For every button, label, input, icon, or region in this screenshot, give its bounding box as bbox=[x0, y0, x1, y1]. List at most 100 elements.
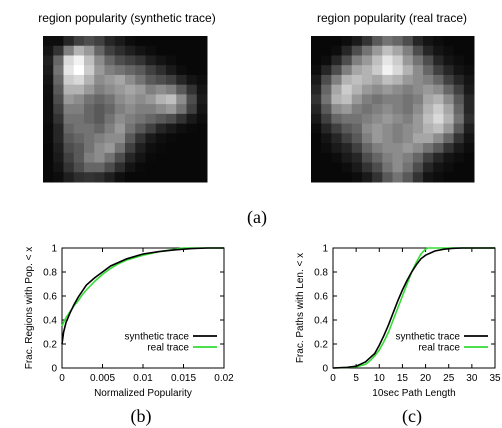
heatmap-cell bbox=[186, 133, 198, 144]
heatmap-cell bbox=[321, 45, 332, 56]
heatmap-cell bbox=[382, 94, 393, 105]
heatmap-cell bbox=[166, 94, 177, 105]
heatmap-real bbox=[311, 36, 475, 183]
heatmap-cell bbox=[73, 172, 85, 183]
heatmap-cell bbox=[176, 45, 187, 56]
heatmap-cell bbox=[155, 45, 167, 56]
heatmap-cell bbox=[145, 152, 157, 164]
heatmap-cell bbox=[196, 55, 208, 66]
heatmap-cell bbox=[392, 113, 404, 125]
x-tick-label: 0 bbox=[330, 373, 336, 384]
heatmap-cell bbox=[361, 152, 373, 164]
heatmap-cell bbox=[321, 143, 332, 154]
heatmap-cell bbox=[423, 152, 434, 164]
heatmap-cell bbox=[433, 84, 444, 95]
legend-label: real trace bbox=[418, 343, 460, 354]
heatmap-cell bbox=[311, 45, 322, 56]
heatmap-cell bbox=[155, 55, 167, 66]
heatmap-cell bbox=[63, 36, 75, 47]
heatmap-cell bbox=[372, 84, 383, 95]
heatmap-cell bbox=[402, 143, 414, 154]
heatmap-cell bbox=[412, 45, 424, 56]
heatmap-cell bbox=[453, 74, 465, 86]
heatmap-cell bbox=[73, 162, 85, 173]
heatmap-cell bbox=[351, 36, 363, 47]
heatmap-cell bbox=[166, 74, 177, 86]
heatmap-cell bbox=[372, 55, 383, 66]
heatmap-cell bbox=[186, 162, 198, 173]
heatmap-cell bbox=[43, 104, 54, 115]
heatmap-cell bbox=[463, 65, 475, 76]
heatmap-cell bbox=[351, 113, 363, 125]
heatmap-cell bbox=[176, 172, 187, 183]
heatmap-cell bbox=[73, 123, 85, 134]
heatmap-cell bbox=[463, 123, 475, 134]
heatmap-cell bbox=[84, 123, 95, 134]
heatmap-cell bbox=[166, 162, 177, 173]
heatmap-cell bbox=[392, 133, 404, 144]
heatmap-cell bbox=[94, 65, 105, 76]
heatmap-cell bbox=[43, 172, 54, 183]
heatmap-cell bbox=[63, 84, 75, 95]
heatmap-cell bbox=[412, 104, 424, 115]
heatmap-cell bbox=[176, 113, 187, 125]
heatmap-cell bbox=[114, 133, 126, 144]
heatmap-cell bbox=[321, 84, 332, 95]
heatmap-cell bbox=[423, 94, 434, 105]
heatmap-cell bbox=[382, 152, 393, 164]
heatmap-cell bbox=[372, 162, 383, 173]
heatmap-cell bbox=[463, 152, 475, 164]
heatmap-cell bbox=[443, 123, 455, 134]
heatmap-cell bbox=[463, 162, 475, 173]
heatmap-title-real: region popularity (real trace) bbox=[317, 11, 467, 25]
heatmap-cell bbox=[402, 74, 414, 86]
heatmap-cell bbox=[331, 143, 343, 154]
heatmap-cell bbox=[104, 36, 116, 47]
heatmap-cell bbox=[463, 74, 475, 86]
heatmap-cell bbox=[463, 113, 475, 125]
heatmap-cell bbox=[104, 55, 116, 66]
heatmap-cell bbox=[53, 55, 64, 66]
y-tick-label: 0 bbox=[322, 364, 328, 375]
heatmap-cell bbox=[73, 84, 85, 95]
heatmap-cell bbox=[43, 123, 54, 134]
heatmap-cell bbox=[351, 172, 363, 183]
heatmap-cell bbox=[321, 94, 332, 105]
heatmap-cell bbox=[94, 84, 105, 95]
heatmap-cell bbox=[311, 36, 322, 47]
heatmap-cell bbox=[341, 152, 353, 164]
heatmap-cell bbox=[412, 55, 424, 66]
heatmap-cell bbox=[361, 143, 373, 154]
heatmap-cell bbox=[341, 133, 353, 144]
heatmap-cell bbox=[176, 123, 187, 134]
heatmap-cell bbox=[423, 65, 434, 76]
y-tick-label: 0.6 bbox=[314, 292, 328, 303]
heatmap-cell bbox=[73, 65, 85, 76]
heatmap-cell bbox=[463, 55, 475, 66]
heatmap-cell bbox=[311, 74, 322, 86]
heatmap-cell bbox=[361, 133, 373, 144]
heatmap-cell bbox=[186, 104, 198, 115]
heatmap-cell bbox=[63, 143, 75, 154]
heatmap-cell bbox=[341, 74, 353, 86]
heatmap-cell bbox=[423, 45, 434, 56]
heatmap-cell bbox=[155, 143, 167, 154]
heatmap-cell bbox=[351, 143, 363, 154]
heatmap-cell bbox=[196, 133, 208, 144]
heatmap-cell bbox=[53, 104, 64, 115]
heatmap-cell bbox=[331, 123, 343, 134]
heatmap-cell bbox=[453, 65, 465, 76]
heatmap-cell bbox=[135, 36, 146, 47]
heatmap-cell bbox=[94, 143, 105, 154]
heatmap-cell bbox=[341, 84, 353, 95]
heatmap-cell bbox=[412, 36, 424, 47]
heatmap-cell bbox=[84, 162, 95, 173]
heatmap-cell bbox=[155, 133, 167, 144]
heatmap-cell bbox=[463, 45, 475, 56]
heatmap-cell bbox=[443, 113, 455, 125]
heatmap-cell bbox=[341, 65, 353, 76]
heatmap-cell bbox=[63, 133, 75, 144]
heatmap-cell bbox=[53, 162, 64, 173]
heatmap-cell bbox=[166, 45, 177, 56]
heatmap-cell bbox=[361, 162, 373, 173]
